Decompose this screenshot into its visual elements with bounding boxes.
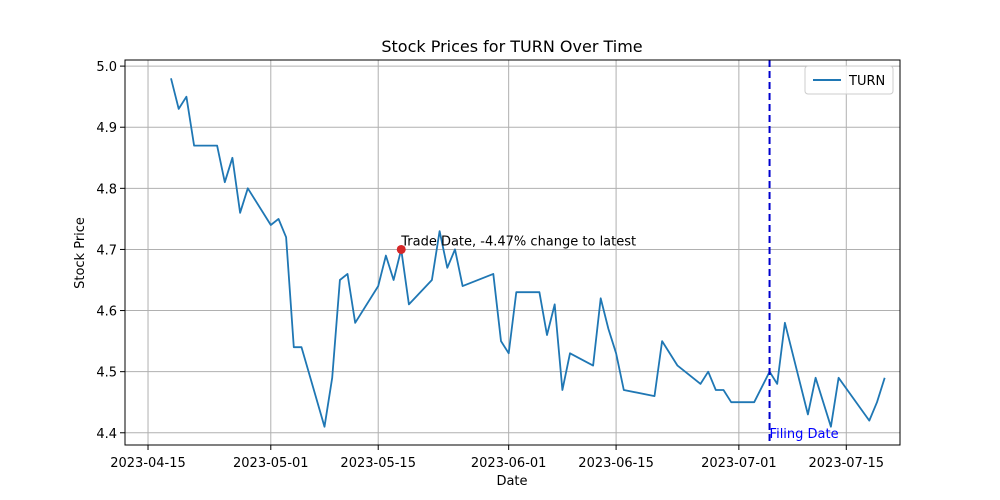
legend-box (804, 65, 894, 95)
chart-title: Stock Prices for TURN Over Time (381, 37, 642, 56)
plot-frame (124, 59, 901, 446)
y-tick-label: 4.6 (96, 305, 117, 320)
x-tick-label: 2023-07-15 (809, 456, 885, 471)
x-axis-label: Date (496, 474, 527, 489)
y-tick-label: 5.0 (96, 60, 117, 75)
trade-date-marker (396, 244, 406, 254)
x-tick-label: 2023-05-01 (233, 456, 309, 471)
x-tick-label: 2023-06-15 (578, 456, 654, 471)
y-tick-label: 4.4 (96, 427, 117, 442)
y-axis-ticks: 4.4 4.5 4.6 4.7 4.8 4.9 5.0 (96, 60, 125, 442)
y-tick-label: 4.8 (96, 182, 117, 197)
y-tick-label: 4.7 (96, 243, 117, 258)
trade-date-label: Trade Date, -4.47% change to latest (400, 234, 636, 249)
x-axis-ticks: 2023-04-15 2023-05-01 2023-05-15 2023-06-01… (110, 445, 884, 471)
series-layer (170, 78, 886, 428)
legend-label: TURN (848, 74, 885, 89)
y-tick-label: 4.5 (96, 366, 117, 381)
grid (125, 60, 900, 445)
series-line-turn (170, 78, 886, 428)
x-tick-label: 2023-07-01 (701, 456, 777, 471)
legend: TURN (804, 65, 894, 95)
x-tick-label: 2023-06-01 (471, 456, 547, 471)
filing-date-label: Filing Date (770, 427, 839, 442)
y-axis-label: Stock Price (73, 217, 88, 289)
x-tick-label: 2023-05-15 (340, 456, 416, 471)
annotations: Trade Date, -4.47% change to latest Filin… (396, 60, 839, 445)
x-tick-label: 2023-04-15 (110, 456, 186, 471)
y-tick-label: 4.9 (96, 121, 117, 136)
